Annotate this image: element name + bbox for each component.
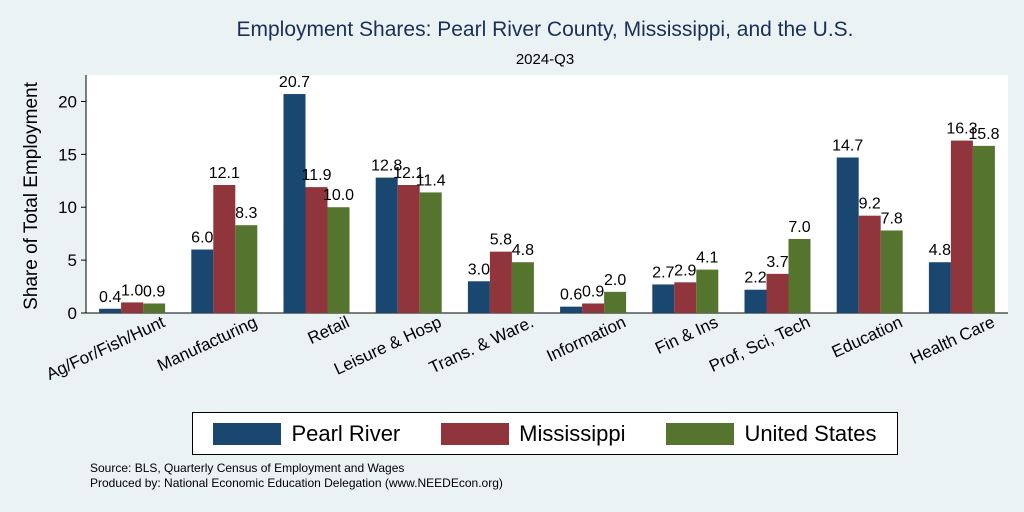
bar-united-states [788,238,811,313]
bar-pearl-river [375,177,398,313]
bar-pearl-river [652,284,675,313]
bar-mississippi [213,185,236,313]
bar-united-states [696,269,719,313]
legend-item-pearl-river: Pearl River [213,421,400,447]
data-label: 0.9 [582,283,604,300]
bar-united-states [143,303,166,313]
chart-legend: Pearl River Mississippi United States [192,412,898,455]
data-label: 2.7 [652,264,674,281]
data-label: 4.8 [929,242,951,259]
bar-united-states [604,291,627,313]
data-label: 11.4 [416,172,446,189]
bar-mississippi [489,251,512,313]
x-tick-label: Trans. & Ware. [426,312,536,377]
legend-item-mississippi: Mississippi [441,420,626,447]
data-label: 15.8 [968,126,999,143]
bar-united-states [972,145,995,313]
bar-united-states [327,207,350,313]
bar-pearl-river [283,94,306,313]
x-tick-label: Fin & Ins [652,312,721,358]
x-tick-label: Retail [305,312,352,348]
legend-label: United States [744,420,877,446]
legend-item-united-states: United States [666,420,877,447]
y-axis-title: Share of Total Employment [21,81,42,309]
y-tick-label: 0 [68,304,77,323]
data-label: 14.7 [832,138,863,155]
data-label: 8.3 [235,205,257,222]
legend-swatch-pearl-river [213,422,282,445]
data-label: 20.7 [279,74,310,91]
bar-pearl-river [744,289,767,313]
legend-label: Mississippi [519,420,626,446]
bar-mississippi [397,185,420,313]
bar-united-states [880,230,903,313]
data-label: 4.1 [696,250,718,267]
data-label: 12.8 [371,158,402,175]
chart-title: Employment Shares: Pearl River County, M… [236,18,854,41]
x-tick-label: Ag/For/Fish/Hunt [43,312,168,384]
data-label: 2.2 [744,270,766,287]
data-label: 0.4 [99,289,121,306]
bar-mississippi [305,187,328,313]
data-label: 2.0 [604,272,626,289]
legend-swatch-united-states [666,422,735,445]
data-label: 12.1 [209,165,240,182]
x-tick-label: Prof, Sci, Tech [706,312,813,375]
bar-united-states [235,225,258,313]
x-tick-label: Education [829,312,906,361]
data-label: 12.1 [393,165,424,182]
data-label: 7.0 [788,219,810,236]
bar-pearl-river [928,262,951,313]
data-label: 10.0 [323,187,354,204]
data-label: 16.3 [946,121,977,138]
x-tick-label: Information [544,312,629,365]
data-label: 11.9 [302,167,332,184]
bar-mississippi [766,273,789,313]
data-label: 6.0 [191,230,213,247]
data-label: 7.8 [881,210,903,227]
produced-by-note: Produced by: National Economic Education… [90,476,503,490]
data-label: 9.2 [859,196,881,213]
source-note: Source: BLS, Quarterly Census of Employm… [90,461,405,475]
bar-united-states [511,262,534,313]
data-label: 0.9 [143,283,165,300]
y-tick-label: 20 [58,92,77,111]
bar-pearl-river [191,249,214,313]
data-label: 4.8 [512,242,534,259]
bar-mississippi [121,302,144,313]
y-tick-label: 15 [58,145,77,164]
data-label: 1.0 [121,282,143,299]
data-label: 2.9 [674,262,696,279]
x-tick-label: Health Care [907,312,997,368]
data-label: 3.0 [468,261,490,278]
bar-pearl-river [99,308,122,313]
data-label: 3.7 [766,254,788,271]
bar-mississippi [674,282,697,313]
x-tick-label: Manufacturing [154,312,260,375]
bar-mississippi [582,303,605,313]
bar-pearl-river [560,306,583,313]
chart-subtitle: 2024-Q3 [515,51,575,68]
legend-label: Pearl River [291,420,401,446]
data-label: 0.6 [560,287,582,304]
bar-mississippi [950,140,973,313]
bar-pearl-river [836,157,859,313]
legend-swatch-mississippi [441,422,510,445]
bar-mississippi [858,215,881,313]
bar-united-states [419,192,442,313]
y-tick-label: 10 [58,198,77,217]
bar-pearl-river [467,281,490,313]
y-tick-label: 5 [68,251,77,270]
data-label: 5.8 [490,232,512,249]
